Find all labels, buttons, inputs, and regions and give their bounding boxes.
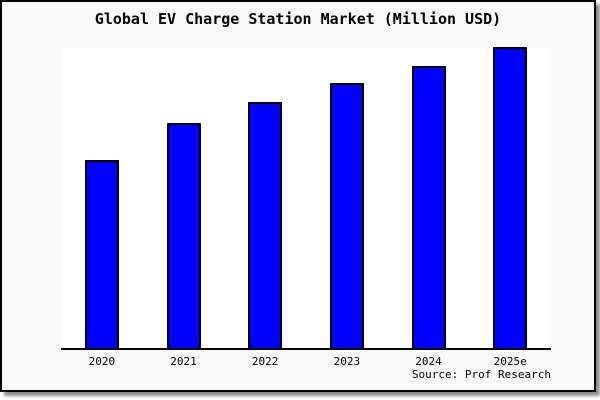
x-axis-labels: 2020 2021 2022 2023 2024 2025e: [61, 355, 551, 371]
bar-2021: [166, 123, 201, 348]
source-credit: Source: Prof Research: [411, 368, 551, 381]
x-tick-label-2025e: 2025e: [493, 355, 527, 368]
x-tick-label-2024: 2024: [415, 355, 442, 368]
plot-area: [61, 47, 551, 350]
x-tick-label-2023: 2023: [333, 355, 361, 368]
chart-frame: Global EV Charge Station Market (Million…: [0, 0, 596, 392]
x-tick-label-2020: 2020: [88, 355, 116, 368]
bar-2025e: [493, 47, 528, 348]
chart-title: Global EV Charge Station Market (Million…: [94, 10, 502, 28]
x-tick-label-2021: 2021: [170, 355, 197, 368]
bar-2020: [84, 160, 119, 348]
x-tick-label-2022: 2022: [251, 355, 279, 368]
bar-2022: [248, 102, 283, 348]
bar-2023: [329, 83, 364, 348]
bar-2024: [411, 66, 446, 348]
